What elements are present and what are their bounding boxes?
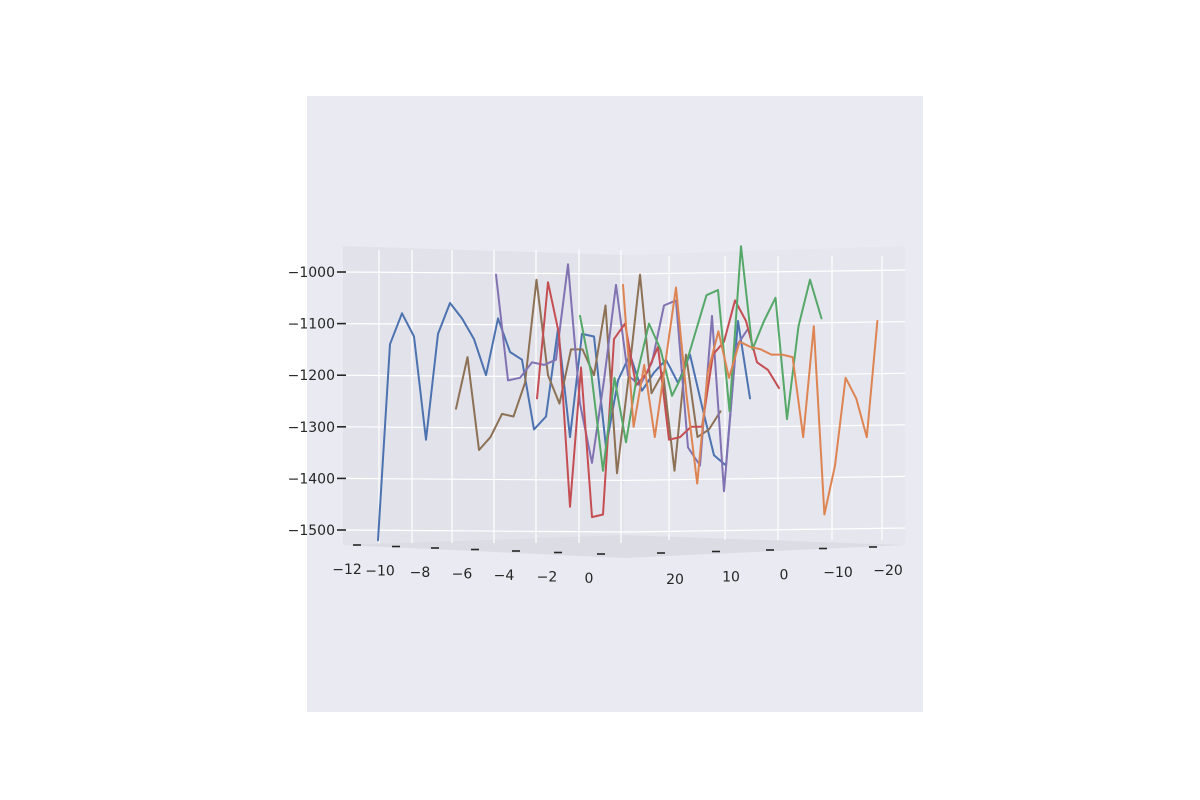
tick-labels: −1000−1100−1200−1300−1400−1500−12 −10 −8 −6… [288, 265, 903, 588]
x-tick-label: 0 [585, 571, 594, 587]
series-line-5 [579, 245, 823, 472]
floor-pane [343, 535, 905, 558]
z-tick-label: −1200 [288, 368, 335, 384]
y-tick-label: 20 [666, 572, 684, 588]
y-tick-label: −20 [873, 563, 903, 579]
z-tick-label: −1500 [288, 523, 335, 539]
z-grid-right [623, 475, 906, 481]
z-tick-label: −1100 [288, 317, 335, 333]
x-tick-label: −10 [365, 564, 395, 580]
y-tick-label: 0 [780, 567, 789, 583]
x-tick-label: −4 [494, 568, 515, 584]
z-tick-label: −1000 [288, 265, 335, 281]
x-tick-label: −6 [452, 567, 473, 583]
left-pane [343, 246, 624, 545]
y-tick-label: 10 [722, 570, 740, 586]
x-tick-label: −12 [332, 562, 362, 578]
z-grid-left [342, 477, 625, 481]
z-grid-right [623, 527, 906, 533]
x-tick-label: −2 [537, 570, 558, 586]
series-lines [377, 245, 879, 542]
series-line-6 [622, 283, 879, 516]
z-tick-label: −1300 [288, 420, 335, 436]
z-grid-left [342, 271, 625, 275]
z-grid-right [623, 269, 906, 275]
z-grid-left [342, 529, 625, 533]
z-grid-right [623, 372, 906, 378]
y-tick-label: −10 [823, 565, 853, 581]
z-grid-right [623, 424, 906, 430]
z-tick-label: −1400 [288, 471, 335, 487]
x-tick-label: −8 [410, 565, 431, 581]
series-line-4 [536, 281, 780, 519]
z-grid-left [342, 323, 625, 327]
